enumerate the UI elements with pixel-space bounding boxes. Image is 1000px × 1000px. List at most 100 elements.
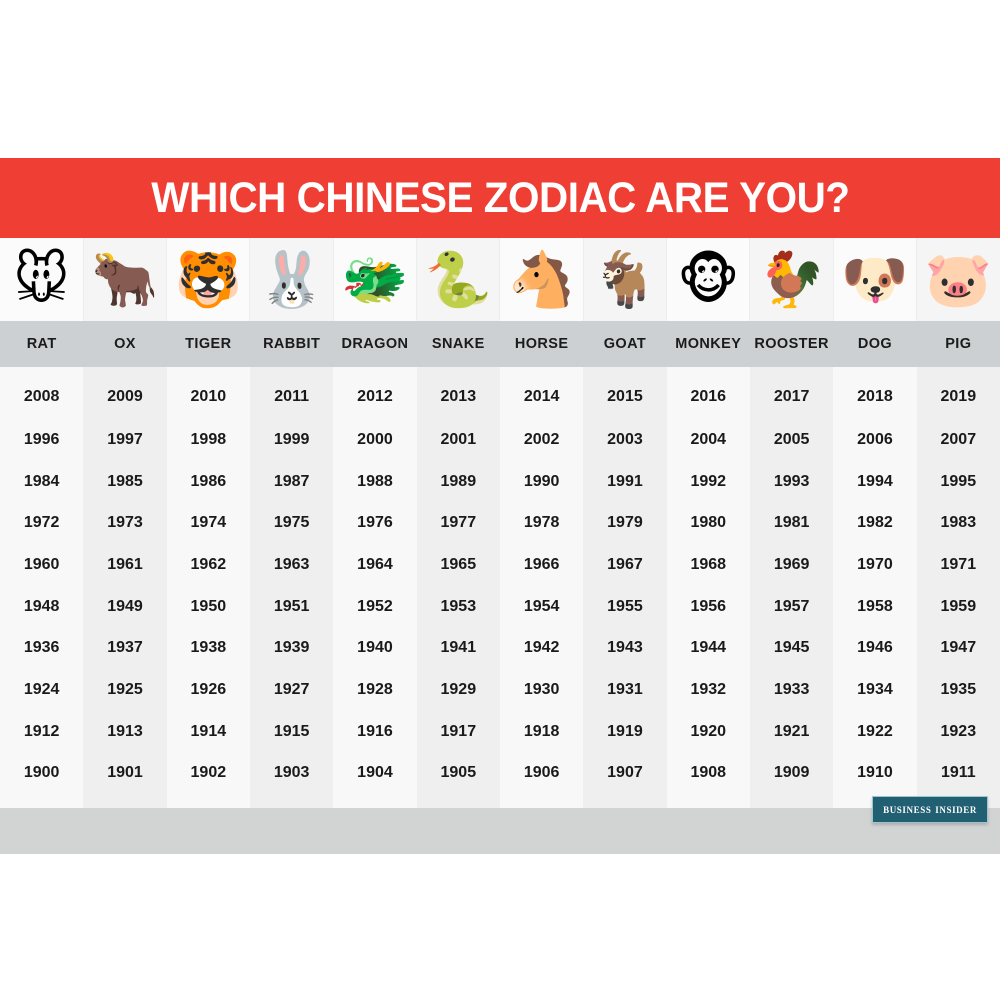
year-cell: 1903 [249,752,334,795]
year-cell: 1935 [916,669,1000,711]
animal-name-rat: RAT [0,321,84,367]
year-cell: 1941 [416,627,500,670]
year-cell: 1929 [416,669,500,711]
year-cell: 2012 [333,367,417,419]
year-cell: 1958 [833,585,917,628]
year-cell: 1954 [499,585,584,628]
year-spacer-cell [83,794,167,809]
year-cell: 1919 [583,710,667,753]
year-cell: 1970 [833,544,917,586]
year-cell: 1939 [249,627,334,670]
year-cell: 1952 [333,585,417,628]
year-cell: 1928 [333,669,417,711]
year-cell: 1985 [83,460,167,503]
goat-emoji: 🐐 [591,247,659,311]
year-cell: 1946 [833,627,917,670]
year-cell: 1916 [333,710,417,753]
animal-icon-cell-horse: 🐴 [499,238,584,321]
year-cell: 1911 [916,752,1000,795]
year-cell: 1973 [83,502,167,545]
year-spacer-cell [0,794,84,809]
rooster-emoji: 🐓 [757,247,826,311]
animal-name-dog: DOG [833,321,917,367]
year-cell: 1978 [499,502,584,545]
year-cell: 1926 [166,669,250,711]
year-cell: 1942 [499,627,584,670]
monkey-emoji: 🐵 [677,247,740,311]
animal-name-goat: GOAT [583,321,667,367]
year-cell: 1906 [499,752,584,795]
animal-icon-cell-rooster: 🐓 [749,238,834,321]
year-cell: 1922 [833,710,917,753]
year-row: 1924 1925 1926 1927 1928 1929 1930 1931 1932 1933… [0,669,1000,711]
pig-emoji: 🐷 [924,247,993,311]
year-cell: 1933 [749,669,834,711]
year-cell: 1976 [333,502,417,545]
year-cell: 1960 [0,544,84,586]
year-cell: 1963 [249,544,334,586]
year-cell: 1991 [583,460,667,503]
animal-name-rabbit: RABBIT [249,321,334,367]
year-cell: 1934 [833,669,917,711]
zodiac-table: 🐭 🐂 🐯 🐰 🐲 🐍 🐴 🐐 🐵 🐓 🐶 🐷 RAT OX TIGER RABBIT DRAGON SNAKE… [0,238,1000,809]
snake-emoji: 🐍 [424,247,492,311]
year-row: 1984 1985 1986 1987 1988 1989 1990 1991 1992 1993… [0,460,1000,503]
page-title: WHICH CHINESE ZODIAC ARE YOU? [150,173,850,222]
year-cell: 2016 [666,367,750,419]
ox-emoji: 🐂 [91,247,159,311]
year-cell: 1987 [249,460,334,503]
year-cell: 1995 [916,460,1000,503]
year-spacer-cell [666,794,750,809]
year-cell: 1996 [0,419,84,461]
year-spacer-cell [416,794,500,809]
year-cell: 2010 [166,367,250,419]
animal-icon-cell-rat: 🐭 [0,238,84,321]
year-spacer-cell [499,794,584,809]
animal-icon-cell-rabbit: 🐰 [249,238,334,321]
dragon-emoji: 🐲 [341,247,409,311]
year-cell: 2002 [499,419,584,461]
year-cell: 1938 [166,627,250,670]
year-cell: 2013 [416,367,500,419]
title-banner: WHICH CHINESE ZODIAC ARE YOU? [0,158,1000,238]
year-row: 1912 1913 1914 1915 1916 1917 1918 1919 1920 1921… [0,710,1000,753]
year-cell: 1912 [0,710,84,753]
year-cell: 1955 [583,585,667,628]
animal-name-snake: SNAKE [416,321,500,367]
year-cell: 1966 [499,544,584,586]
year-cell: 1968 [666,544,750,586]
year-cell: 1944 [666,627,750,670]
year-cell: 2003 [583,419,667,461]
year-cell: 1961 [83,544,167,586]
year-cell: 1983 [916,502,1000,545]
year-cell: 2000 [333,419,417,461]
year-cell: 1947 [916,627,1000,670]
animal-icon-cell-pig: 🐷 [916,238,1000,321]
year-cell: 1910 [833,752,917,795]
year-cell: 1936 [0,627,84,670]
year-cell: 1900 [0,752,84,795]
animal-name-monkey: MONKEY [666,321,750,367]
year-cell: 1969 [749,544,834,586]
year-cell: 1993 [749,460,834,503]
year-cell: 2014 [499,367,584,419]
year-cell: 1977 [416,502,500,545]
year-cell: 1951 [249,585,334,628]
year-cell: 1901 [83,752,167,795]
business-insider-logo[interactable]: Business Insider [872,796,988,824]
animal-icon-cell-dragon: 🐲 [333,238,418,321]
year-cell: 1965 [416,544,500,586]
year-row: 1996 1997 1998 1999 2000 2001 2002 2003 2004 2005… [0,419,1000,461]
year-cell: 2001 [416,419,500,461]
rat-emoji: 🐭 [13,247,70,311]
year-cell: 2006 [833,419,917,461]
animal-name-pig: PIG [916,321,1000,367]
year-cell: 1932 [666,669,750,711]
year-cell: 1913 [83,710,167,753]
year-spacer-cell [583,794,667,809]
animal-name-rooster: ROOSTER [749,321,834,367]
year-cell: 1925 [83,669,167,711]
year-cell: 2005 [749,419,834,461]
rabbit-emoji: 🐰 [258,247,326,311]
year-cell: 1949 [83,585,167,628]
